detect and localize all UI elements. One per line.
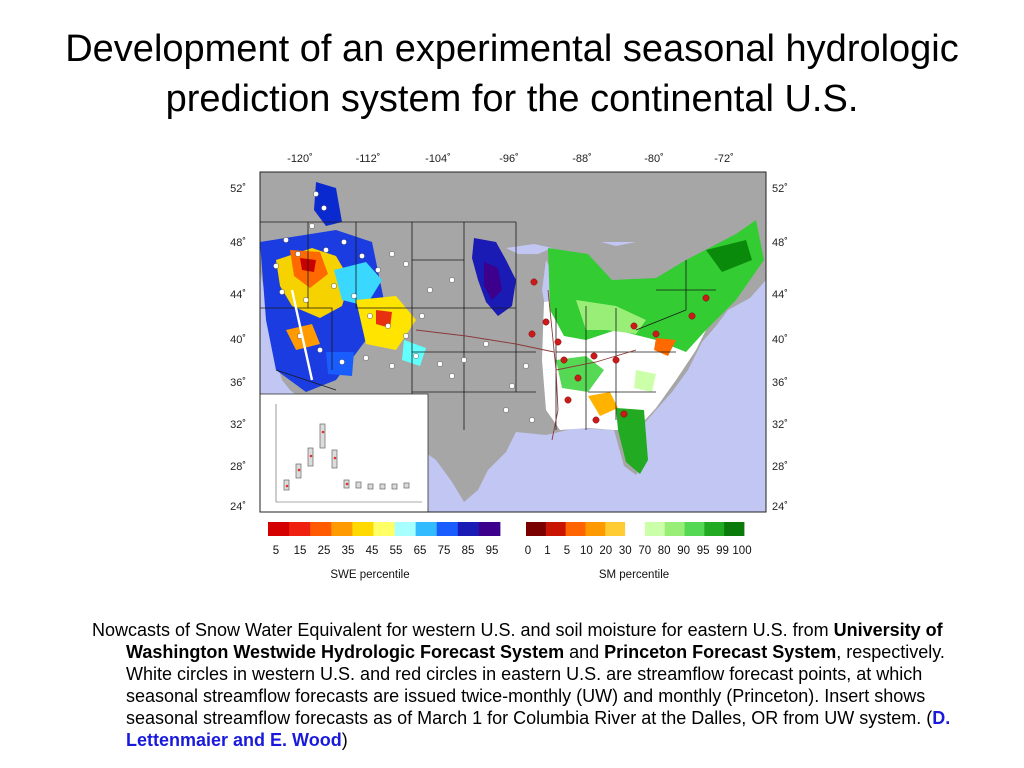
lat-label: 32˚ (230, 419, 246, 431)
swe-tick-label: 95 (486, 545, 499, 557)
sm-field-east (542, 220, 764, 474)
swe-color-swatch (268, 522, 290, 536)
major-rivers (415, 289, 637, 441)
caption-princeton-system: Princeton Forecast System (604, 642, 837, 662)
lat-label: 32˚ (772, 419, 788, 431)
swe-color-swatch (436, 522, 459, 536)
swe-tick-label: 75 (438, 545, 451, 557)
lon-label: -104˚ (425, 153, 451, 165)
lat-label: 44˚ (230, 289, 246, 301)
sm-colorbar (526, 522, 745, 536)
swe-tick-labels: 5 15 25 35 45 55 65 75 85 95 (273, 545, 499, 557)
swe-color-swatch (289, 522, 311, 536)
slide-title: Development of an experimental seasonal … (20, 24, 1004, 124)
sm-tick-label: 1 (544, 545, 550, 557)
swe-color-swatch (331, 522, 353, 536)
swe-tick-label: 65 (414, 545, 427, 557)
caption-uw-system: University of Washington Westwide Hydrol… (126, 620, 943, 662)
sm-tick-label: 90 (677, 545, 690, 557)
lon-label: -88˚ (572, 153, 592, 165)
sm-color-swatch (625, 522, 646, 536)
swe-tick-label: 15 (294, 545, 307, 557)
longitude-labels: -120˚ -112˚ -104˚ -96˚ -88˚ -80˚ -72˚ (287, 153, 734, 165)
lat-label: 28˚ (230, 461, 246, 473)
caption-text-3: , respectively. White circles in western… (126, 642, 945, 728)
swe-tick-label: 5 (273, 545, 279, 557)
sm-color-swatch (684, 522, 705, 536)
sm-tick-label: 5 (564, 545, 570, 557)
caption-text-1: Nowcasts of Snow Water Equivalent for we… (92, 620, 834, 640)
lon-label: -120˚ (287, 153, 313, 165)
caption-credit: D. Lettenmaier and E. Wood (126, 708, 951, 750)
swe-color-swatch (310, 522, 332, 536)
swe-tick-label: 55 (390, 545, 403, 557)
columbia-river-line (290, 289, 314, 381)
sm-color-swatch (644, 522, 666, 536)
lat-label: 36˚ (230, 377, 246, 389)
sm-tick-label: 80 (658, 545, 671, 557)
state-boundaries (260, 221, 716, 430)
figure-caption: Nowcasts of Snow Water Equivalent for we… (92, 619, 986, 751)
lat-label: 40˚ (230, 334, 246, 346)
eastern-forecast-points (528, 278, 710, 424)
sm-legend: 0 1 5 10 20 30 70 80 90 95 99 100 SM percentile (525, 522, 752, 581)
sm-tick-label: 0 (525, 545, 531, 557)
swe-color-swatch (394, 522, 417, 536)
swe-colorbar (268, 522, 501, 536)
sm-color-swatch (585, 522, 606, 536)
lat-label: 40˚ (772, 334, 788, 346)
sm-tick-label: 30 (619, 545, 632, 557)
swe-color-swatch (478, 522, 501, 536)
swe-legend: 5 15 25 35 45 55 65 75 85 95 SWE percentile (268, 522, 501, 581)
lat-label: 44˚ (772, 289, 788, 301)
lat-label: 28˚ (772, 461, 788, 473)
lat-label: 52˚ (772, 183, 788, 195)
lat-label: 48˚ (230, 237, 246, 249)
western-forecast-points (273, 191, 535, 423)
swe-tick-label: 45 (366, 545, 379, 557)
latitude-labels-right: 52˚ 48˚ 44˚ 40˚ 36˚ 32˚ 28˚ 24˚ (772, 183, 788, 513)
sm-tick-labels: 0 1 5 10 20 30 70 80 90 95 99 100 (525, 545, 752, 557)
lon-label: -80˚ (644, 153, 664, 165)
lat-label: 52˚ (230, 183, 246, 195)
swe-tick-label: 85 (462, 545, 475, 557)
lat-label: 48˚ (772, 237, 788, 249)
sm-color-swatch (664, 522, 685, 536)
latitude-labels-left: 52˚ 48˚ 44˚ 40˚ 36˚ 32˚ 28˚ 24˚ (230, 183, 246, 513)
swe-color-swatch (352, 522, 374, 536)
lat-label: 36˚ (772, 377, 788, 389)
sm-color-swatch (704, 522, 725, 536)
lon-label: -72˚ (714, 153, 734, 165)
swe-color-swatch (373, 522, 395, 536)
lon-label: -112˚ (356, 153, 381, 165)
caption-text-4: ) (341, 730, 348, 750)
sm-legend-title: SM percentile (599, 569, 669, 581)
swe-tick-label: 25 (318, 545, 331, 557)
lat-label: 24˚ (772, 501, 788, 513)
swe-color-swatch (415, 522, 438, 536)
sm-tick-label: 99 (716, 545, 729, 557)
sm-color-swatch (565, 522, 586, 536)
caption-text-2: and (564, 642, 605, 662)
sm-color-swatch (526, 522, 547, 536)
forecast-map-figure: -120˚ -112˚ -104˚ -96˚ -88˚ -80˚ -72˚ 52… (216, 130, 800, 592)
lat-label: 24˚ (230, 501, 246, 513)
swe-color-swatch (457, 522, 480, 536)
map-svg: -120˚ -112˚ -104˚ -96˚ -88˚ -80˚ -72˚ 52… (216, 130, 800, 592)
swe-tick-label: 35 (342, 545, 355, 557)
streamflow-inset (260, 393, 429, 512)
sm-color-swatch (545, 522, 567, 536)
title-line-2: prediction system for the continental U.… (165, 78, 859, 120)
title-line-1: Development of an experimental seasonal … (65, 28, 959, 70)
sm-color-swatch (724, 522, 745, 536)
swe-legend-title: SWE percentile (330, 569, 409, 581)
lon-label: -96˚ (499, 153, 519, 165)
sm-tick-label: 95 (697, 545, 710, 557)
map-frame (260, 172, 766, 512)
sm-tick-label: 10 (580, 545, 593, 557)
sm-tick-label: 100 (732, 545, 751, 557)
sm-tick-label: 70 (638, 545, 651, 557)
sm-color-swatch (605, 522, 626, 536)
sm-tick-label: 20 (599, 545, 612, 557)
